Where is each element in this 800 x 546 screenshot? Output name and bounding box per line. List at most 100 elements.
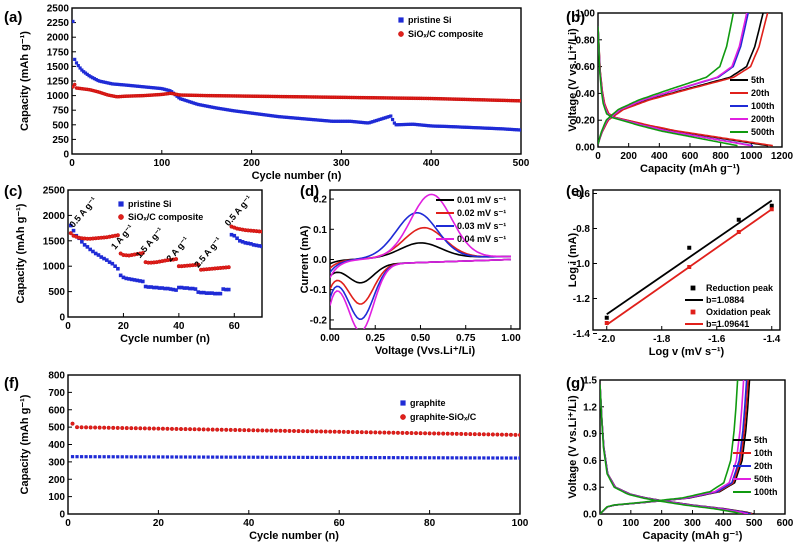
annotation: 2.5 A g⁻¹ (192, 235, 223, 269)
x-axis-label: Cycle number (n) (252, 170, 342, 182)
data-point (380, 117, 384, 121)
data-point (231, 109, 235, 113)
data-point (99, 255, 104, 259)
data-point (202, 290, 206, 295)
discharge-curve (600, 384, 752, 514)
data-point (346, 455, 350, 460)
data-point (138, 279, 142, 283)
data-point (196, 290, 201, 294)
data-point (418, 431, 423, 436)
data-point (480, 126, 484, 130)
data-point (464, 456, 468, 460)
y-tick-label: -1.0 (573, 259, 591, 270)
x-axis-label: Voltage (Vvs.Li⁺/Li) (375, 345, 476, 357)
data-point (76, 64, 80, 68)
data-point (224, 455, 228, 459)
data-point (174, 426, 179, 431)
data-point (508, 432, 513, 437)
data-point (83, 71, 88, 75)
data-point (350, 430, 355, 435)
legend-label: 0.02 mV s⁻¹ (457, 208, 506, 218)
x-tick-label: 200 (620, 151, 637, 162)
data-point (399, 122, 404, 127)
data-point (232, 109, 237, 113)
data-point (102, 455, 106, 459)
data-point (314, 429, 319, 434)
data-point (328, 455, 332, 460)
data-point (322, 118, 326, 123)
y-tick-label: 0 (59, 510, 65, 521)
data-point (407, 122, 411, 126)
legend-label: b=1.0884 (706, 295, 744, 305)
x-axis-label: Cycle number (n) (120, 333, 210, 345)
data-point (454, 431, 459, 436)
x-tick-label: -1.6 (708, 334, 726, 345)
data-point (278, 455, 283, 459)
y-tick-label: 700 (48, 388, 65, 399)
data-point (436, 431, 441, 436)
data-point (426, 124, 431, 128)
x-tick-label: 100 (512, 518, 529, 529)
data-point (237, 428, 242, 433)
data-point (437, 456, 441, 460)
y-tick-label: -1.4 (573, 329, 591, 340)
data-point (110, 82, 115, 86)
data-point (504, 127, 508, 131)
data-point (315, 455, 319, 460)
plot-area-e (604, 199, 774, 326)
data-point (73, 57, 77, 61)
data-point (92, 77, 97, 81)
discharge-curve (598, 26, 754, 147)
data-point (186, 99, 190, 103)
y-tick-label: 1750 (47, 47, 70, 58)
data-point (206, 427, 211, 432)
data-point (240, 110, 244, 114)
data-point (472, 432, 477, 437)
data-point (116, 82, 120, 86)
x-tick-label: 20 (153, 518, 165, 529)
data-point (364, 121, 368, 125)
data-point (468, 432, 473, 437)
y-tick-label: 0.80 (576, 35, 596, 46)
charge-curve (600, 380, 749, 514)
x-tick-label: 0.25 (366, 333, 386, 344)
data-point (305, 455, 310, 459)
y-tick-label: -0.2 (310, 315, 328, 326)
discharge-curve (600, 384, 755, 514)
data-point (377, 430, 382, 435)
data-point (70, 455, 75, 459)
data-point (143, 284, 148, 289)
data-point (269, 428, 274, 433)
data-point (210, 427, 215, 432)
data-point (191, 101, 195, 105)
data-point (128, 83, 132, 88)
x-tick-label: 0.75 (456, 333, 476, 344)
legend-label: SiOₓ/C composite (408, 29, 483, 39)
data-point (256, 112, 260, 116)
panel-e: (e) -2.0 -1.8 -1.6 -1.4 -1.4 -1.2 -1.0 -0.8 -0.6 L… (566, 183, 781, 358)
data-point (310, 455, 314, 460)
legend-label: 0.04 mV s⁻¹ (457, 234, 506, 244)
data-point (98, 79, 102, 83)
data-point (249, 242, 253, 246)
y-axis-label: Capacity (mAh g⁻¹) (19, 394, 31, 494)
data-point (205, 104, 210, 108)
y-tick-label: -0.1 (310, 285, 328, 296)
anodic-sweep (330, 212, 511, 273)
legend-label: Reduction peak (706, 283, 774, 293)
data-point (121, 275, 126, 280)
data-point (478, 126, 483, 130)
data-point (157, 86, 161, 90)
data-point (484, 126, 488, 130)
data-point (113, 264, 117, 268)
data-point (238, 455, 242, 459)
data-point (306, 117, 310, 121)
data-point (234, 109, 238, 113)
data-point (374, 118, 379, 123)
data-point (260, 455, 264, 459)
data-point (227, 108, 231, 112)
data-point (292, 428, 297, 433)
data-point (435, 124, 440, 128)
data-point (328, 119, 332, 123)
